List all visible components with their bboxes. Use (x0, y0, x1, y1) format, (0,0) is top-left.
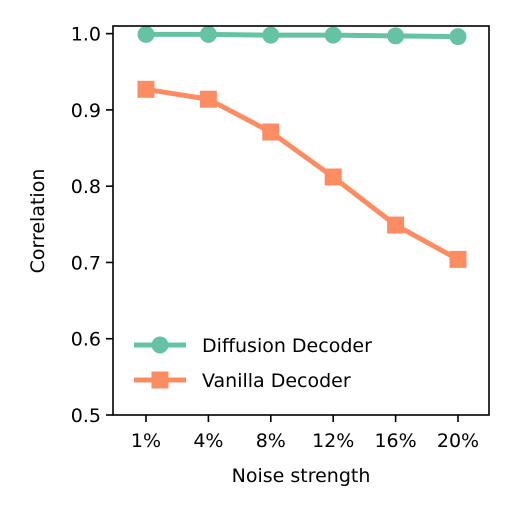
axes: 0.5 0.6 0.7 0.8 0.9 1.0 1% 4% 8% 12% 16% 20% (71, 24, 490, 452)
x-axis-label: Noise strength (232, 465, 371, 487)
data-point (137, 80, 155, 98)
legend: Diffusion Decoder Vanilla Decoder (134, 335, 372, 392)
legend-label: Vanilla Decoder (202, 370, 351, 392)
data-point (449, 28, 467, 46)
data-point (387, 27, 405, 45)
plot-area (137, 25, 467, 268)
legend-marker (151, 336, 169, 354)
legend-entry: Diffusion Decoder (134, 335, 372, 357)
x-tick-label: 12% (312, 430, 354, 452)
data-point (387, 216, 405, 234)
legend-entry: Vanilla Decoder (134, 370, 351, 392)
series-line (146, 31, 459, 40)
x-tick-label: 16% (374, 430, 416, 452)
data-point (137, 25, 155, 43)
y-tick-label: 0.9 (71, 100, 101, 122)
x-tick-label: 20% (437, 430, 479, 452)
series-0 (137, 25, 467, 46)
data-point (262, 123, 280, 141)
data-point (199, 90, 217, 108)
data-point (262, 26, 280, 44)
legend-label: Diffusion Decoder (202, 335, 372, 357)
series-1 (137, 80, 467, 268)
x-tick-label: 4% (193, 430, 223, 452)
x-tick-label: 8% (256, 430, 286, 452)
legend-marker (151, 371, 169, 389)
axes-frame (112, 25, 490, 416)
y-axis-label: Correlation (27, 169, 49, 274)
series-line (145, 86, 460, 262)
y-tick-label: 0.7 (71, 252, 101, 274)
data-point (324, 26, 342, 44)
data-point (324, 168, 342, 186)
y-tick-label: 1.0 (71, 24, 101, 46)
y-tick-label: 0.8 (71, 176, 101, 198)
y-tick-label: 0.6 (71, 329, 101, 351)
y-tick-label: 0.5 (71, 405, 101, 427)
x-tick-label: 1% (131, 430, 161, 452)
data-point (199, 25, 217, 43)
data-point (449, 250, 467, 268)
